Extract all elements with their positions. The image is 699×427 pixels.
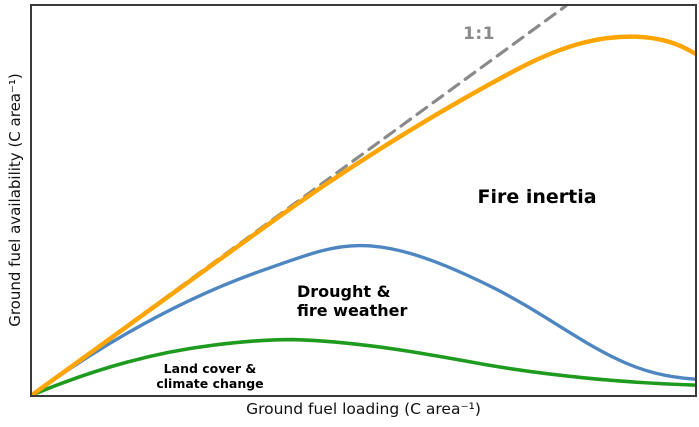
drought-fire-weather-curve bbox=[32, 243, 695, 395]
drought-label-line1: Drought & bbox=[297, 282, 391, 301]
x-axis-label: Ground fuel loading (C area⁻¹) bbox=[246, 400, 481, 418]
plot-area: 1:1 Fire inertia Drought & fire weather … bbox=[30, 4, 697, 397]
land-cover-label-line2: climate change bbox=[156, 375, 264, 391]
land-cover-label-line1: Land cover & bbox=[163, 361, 257, 376]
drought-fire-weather-label: Drought & fire weather bbox=[297, 282, 408, 321]
fire-inertia-curve bbox=[32, 34, 695, 395]
drought-label-line2: fire weather bbox=[297, 300, 408, 320]
one-to-one-label: 1:1 bbox=[463, 23, 495, 44]
curves-svg bbox=[32, 6, 695, 395]
fire-inertia-label: Fire inertia bbox=[477, 185, 597, 208]
land-cover-climate-change-curve bbox=[32, 337, 695, 395]
y-axis-label: Ground fuel availability (C area⁻¹) bbox=[0, 0, 30, 400]
land-cover-climate-change-label: Land cover & climate change bbox=[156, 361, 264, 392]
y-axis-label-text: Ground fuel availability (C area⁻¹) bbox=[6, 73, 24, 327]
